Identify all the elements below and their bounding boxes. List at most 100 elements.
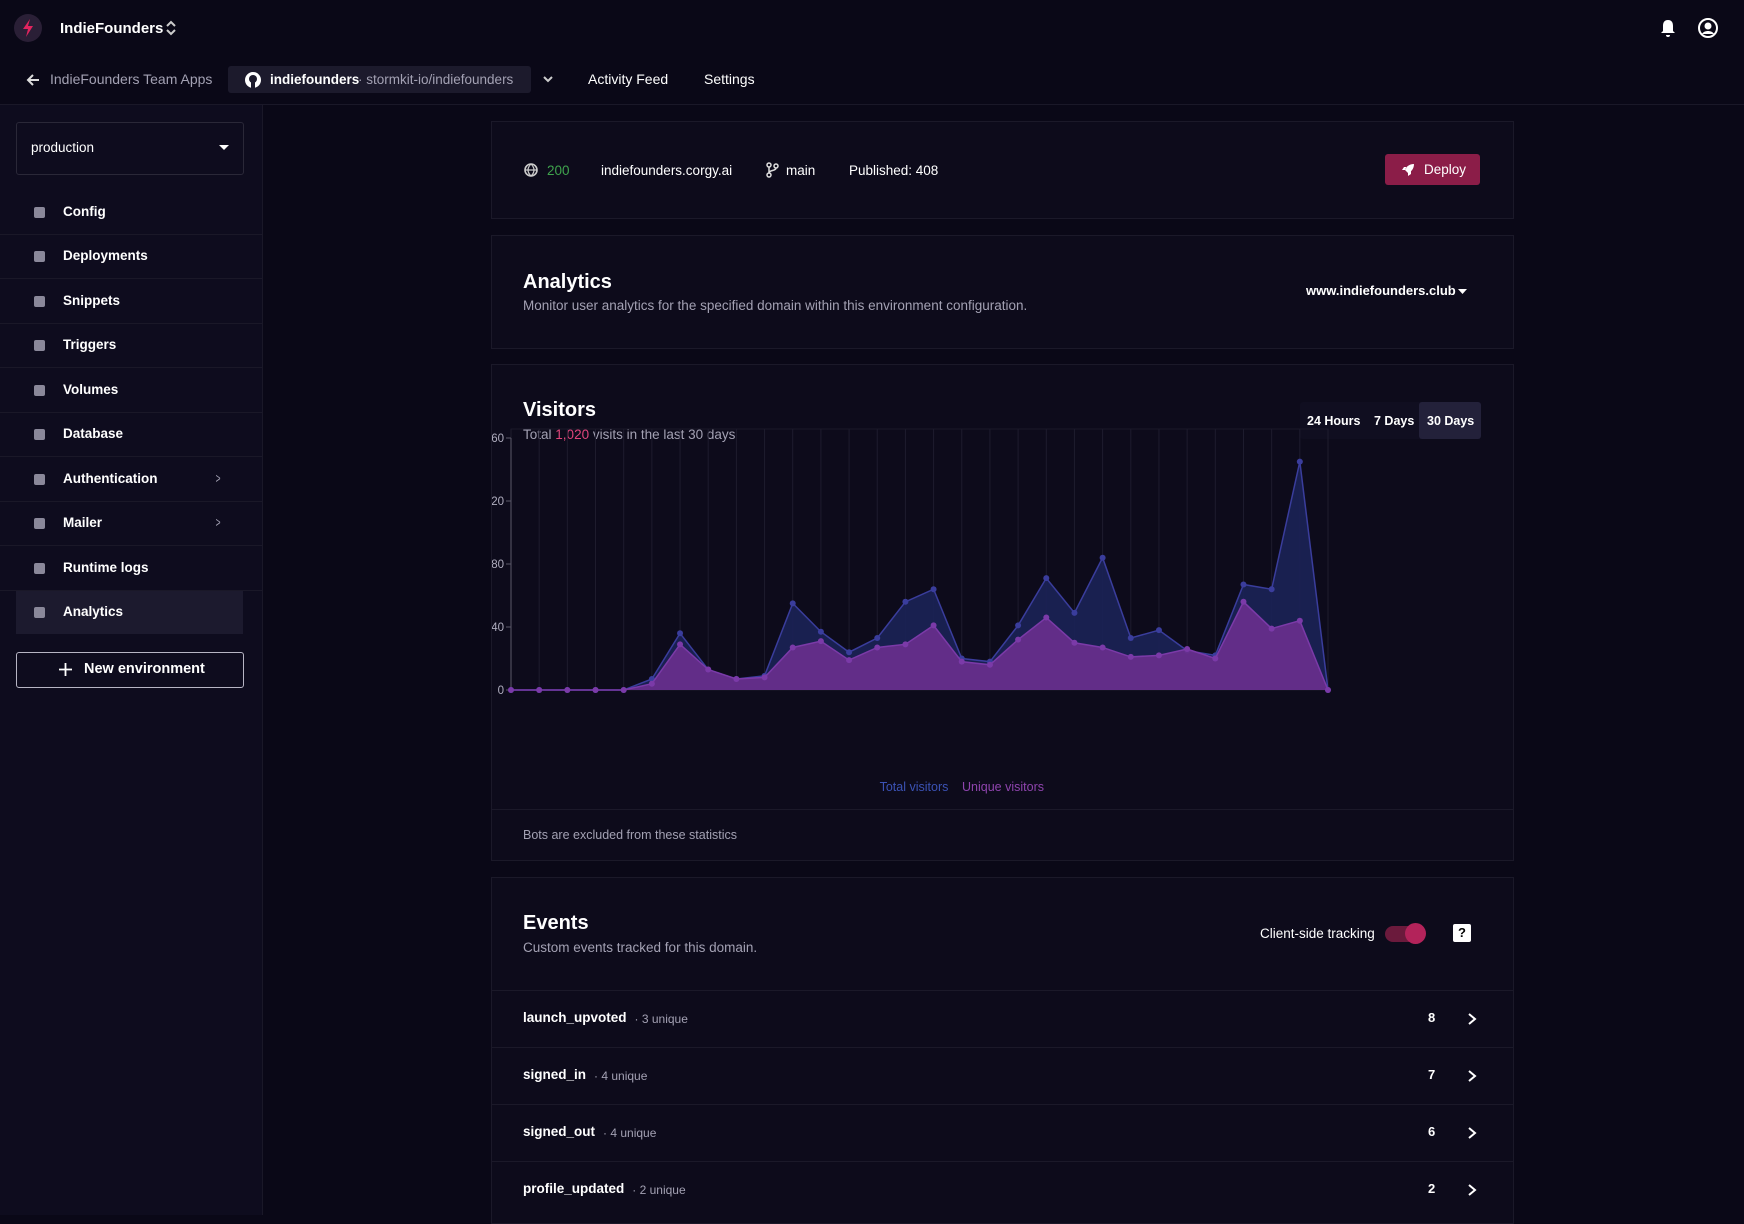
row-chevron[interactable] — [1467, 1069, 1477, 1083]
back-link[interactable]: IndieFounders Team Apps — [50, 71, 213, 87]
sidebar-chevron: > — [215, 470, 221, 486]
point — [1043, 575, 1050, 582]
logo[interactable] — [14, 14, 42, 42]
event-name[interactable]: profile_updated — [523, 1181, 625, 1196]
repo-pill[interactable] — [228, 66, 531, 93]
published: Published: 408 — [849, 163, 939, 178]
y-tick-label: 120 — [492, 496, 504, 508]
y-tick-label: 40 — [492, 622, 504, 634]
environment-name: production — [31, 140, 95, 155]
back-icon[interactable] — [25, 73, 41, 87]
team-switch-icon[interactable] — [165, 20, 177, 36]
domain-select[interactable]: www.indiefounders.club — [1306, 283, 1456, 298]
nav-link[interactable]: Settings — [704, 71, 755, 87]
sidebar-item[interactable]: Triggers — [63, 337, 117, 352]
tracking-label: Client-side tracking — [1260, 926, 1375, 941]
sidebar-item[interactable]: Config — [63, 204, 106, 219]
sidebar-item[interactable]: Runtime logs — [63, 560, 149, 575]
rocket-icon — [1402, 164, 1414, 176]
repo-chevron[interactable] — [542, 75, 554, 83]
header — [0, 0, 1744, 105]
sidebar — [0, 105, 263, 1215]
sidebar-active — [16, 591, 243, 634]
point — [930, 622, 937, 629]
globe-icon — [524, 163, 538, 177]
point — [1071, 639, 1078, 646]
range-button[interactable]: 30 Days — [1427, 414, 1475, 428]
sidebar-icon — [34, 474, 45, 485]
visitors-card: Visitors Total 1,020 visits in the last … — [491, 364, 1514, 861]
bell-icon[interactable] — [1658, 18, 1678, 38]
sidebar-item[interactable]: Mailer — [63, 515, 103, 530]
domain[interactable]: indiefounders.corgy.ai — [601, 163, 733, 178]
row-chevron[interactable] — [1467, 1126, 1477, 1140]
user-icon[interactable] — [1697, 17, 1719, 39]
sidebar-icon — [34, 607, 45, 618]
point — [846, 649, 853, 656]
point — [1240, 598, 1247, 605]
point — [902, 598, 909, 605]
event-unique: · 3 unique — [634, 1012, 688, 1026]
sidebar-separator — [0, 545, 262, 546]
deploy-label[interactable]: Deploy — [1424, 162, 1467, 177]
sidebar-item[interactable]: Deployments — [63, 248, 148, 263]
point — [1015, 622, 1022, 629]
chevron-path — [1468, 1127, 1477, 1139]
point — [1155, 652, 1162, 659]
range-button[interactable]: 24 Hours — [1307, 414, 1361, 428]
row-chevron[interactable] — [1467, 1183, 1477, 1197]
new-environment-label[interactable]: New environment — [84, 661, 205, 677]
point — [846, 657, 853, 664]
event-name[interactable]: signed_in — [523, 1067, 587, 1082]
nav-link[interactable]: Activity Feed — [588, 71, 669, 87]
sidebar-item[interactable]: Authentication — [63, 471, 158, 486]
point — [733, 675, 740, 682]
point — [508, 687, 514, 693]
toggle-knob[interactable] — [1405, 923, 1426, 944]
help-button[interactable]: ? — [1453, 924, 1471, 942]
sidebar-icon — [34, 429, 45, 440]
point — [930, 586, 937, 593]
environment-select[interactable] — [16, 122, 244, 175]
row-divider — [492, 1104, 1513, 1105]
new-environment-button[interactable] — [16, 652, 244, 688]
range-button[interactable]: 7 Days — [1374, 414, 1415, 428]
sidebar-item[interactable]: Snippets — [63, 293, 121, 308]
point — [817, 638, 824, 645]
legend-entry: Total visitors — [880, 780, 949, 794]
sidebar-item[interactable]: Analytics — [63, 604, 124, 619]
analytics-description: Monitor user analytics for the specified… — [523, 298, 1028, 313]
divider — [492, 809, 1513, 810]
point — [1184, 646, 1191, 653]
row-divider — [492, 1047, 1513, 1048]
event-name[interactable]: launch_upvoted — [523, 1010, 627, 1025]
sidebar-icon — [34, 207, 45, 218]
event-unique: · 2 unique — [632, 1183, 686, 1197]
team-name[interactable]: IndieFounders — [60, 20, 164, 37]
y-tick-label: 160 — [492, 433, 504, 445]
events-card: Events Custom events tracked for this do… — [491, 877, 1514, 1224]
row-chevron[interactable] — [1467, 1012, 1477, 1026]
point — [677, 630, 684, 637]
chevron-path — [1468, 1184, 1477, 1196]
point — [761, 674, 768, 681]
visitors-subtitle: Total 1,020 visits in the last 30 days — [523, 427, 735, 442]
sidebar-separator — [0, 278, 262, 279]
sidebar-icon — [34, 563, 45, 574]
point — [1099, 644, 1106, 651]
sidebar-separator — [0, 456, 262, 457]
point — [1155, 627, 1162, 634]
deploy-button[interactable] — [1385, 154, 1480, 185]
point — [1268, 586, 1275, 593]
event-unique: · 4 unique — [603, 1126, 657, 1140]
sidebar-item[interactable]: Volumes — [63, 382, 119, 397]
sidebar-separator — [0, 590, 262, 591]
event-count: 6 — [1428, 1124, 1436, 1139]
repo-path: · stormkit-io/indiefounders — [358, 72, 514, 87]
sidebar-item[interactable]: Database — [63, 426, 124, 441]
point — [1212, 655, 1219, 662]
line — [511, 600, 1329, 691]
visitors-footer: Bots are excluded from these statistics — [523, 828, 737, 842]
event-name[interactable]: signed_out — [523, 1124, 596, 1139]
